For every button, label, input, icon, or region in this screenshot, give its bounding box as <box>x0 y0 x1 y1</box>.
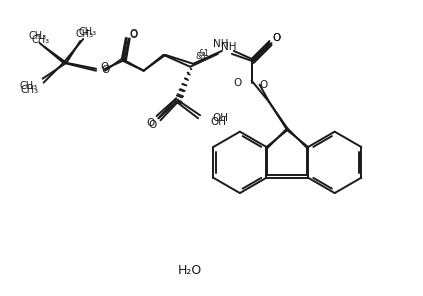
Text: O: O <box>129 30 138 40</box>
Text: O: O <box>100 62 108 72</box>
Text: O: O <box>272 33 280 43</box>
Text: O: O <box>260 80 268 90</box>
Text: OH: OH <box>210 117 226 127</box>
Text: &1: &1 <box>195 52 207 61</box>
Text: O: O <box>129 29 138 39</box>
Text: O: O <box>101 65 109 75</box>
Text: CH₃: CH₃ <box>19 81 38 91</box>
Text: OH: OH <box>212 113 228 123</box>
Text: O: O <box>233 78 242 88</box>
Text: O: O <box>148 120 157 130</box>
Text: CH₃: CH₃ <box>29 31 47 41</box>
Text: &1: &1 <box>198 49 209 58</box>
Text: NH: NH <box>213 39 229 49</box>
Text: H₂O: H₂O <box>178 264 202 277</box>
Text: CH₃: CH₃ <box>78 27 96 37</box>
Text: CH₃: CH₃ <box>75 29 93 39</box>
Text: O: O <box>272 33 280 43</box>
Text: O: O <box>146 118 155 128</box>
Text: CH₃: CH₃ <box>32 35 49 45</box>
Text: CH₃: CH₃ <box>21 85 39 94</box>
Text: NH: NH <box>221 42 236 52</box>
